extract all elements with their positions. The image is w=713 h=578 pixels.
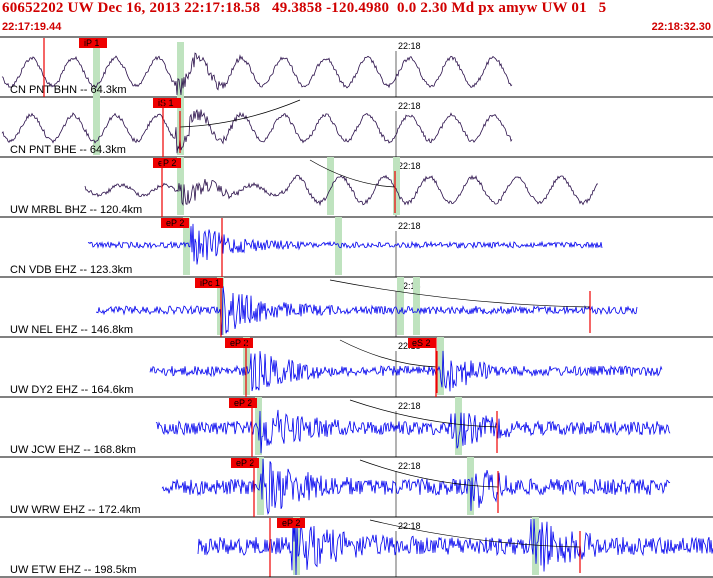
waveform-trace xyxy=(1,109,513,154)
trace-row[interactable]: eP 2 CN VDB EHZ -- 123.3km xyxy=(10,217,603,277)
waveform-trace xyxy=(95,286,638,336)
waveform-trace xyxy=(84,174,599,207)
travel-time-curve xyxy=(329,279,591,308)
minute-label: 22:18 xyxy=(398,281,421,291)
travel-time-curve xyxy=(369,519,581,548)
pick-window-band xyxy=(183,217,190,275)
waveform-trace xyxy=(1,52,513,96)
station-label: UW NEL EHZ -- 146.8km xyxy=(10,324,133,336)
trace-row[interactable]: iP 1 CN PNT BHN -- 64.3km xyxy=(1,38,513,100)
pick-window-band xyxy=(93,97,100,155)
pick-label: eS 2 xyxy=(412,338,431,348)
station-label: UW ETW EHZ -- 198.5km xyxy=(10,564,137,576)
pick-window-band xyxy=(393,157,400,215)
pick-label: iS 1 xyxy=(158,98,174,108)
trace-row[interactable]: iPc 1 UW NEL EHZ -- 146.8km xyxy=(10,277,638,337)
station-label: CN VDB EHZ -- 123.3km xyxy=(10,264,132,276)
trace-row[interactable]: eP 2 UW MRBL BHZ -- 120.4km xyxy=(10,157,599,217)
pick-window-band xyxy=(437,337,444,395)
pick-window-band xyxy=(93,42,100,100)
travel-time-curve xyxy=(359,459,499,488)
station-label: CN PNT BHN -- 64.3km xyxy=(10,84,127,96)
minute-label: 22:18 xyxy=(398,161,421,171)
trace-row[interactable]: eP 2 UW JCW EHZ -- 168.8km xyxy=(10,397,671,457)
pick-window-band xyxy=(257,457,264,515)
pick-window-band xyxy=(177,42,184,100)
pick-label: eP 2 xyxy=(282,518,300,528)
trace-row[interactable]: iS 1 CN PNT BHE -- 64.3km xyxy=(1,97,513,157)
pick-box[interactable] xyxy=(231,458,259,468)
waveform-trace xyxy=(149,350,663,392)
station-label: UW WRW EHZ -- 172.4km xyxy=(10,504,141,516)
pick-box[interactable] xyxy=(79,38,107,48)
pick-box[interactable] xyxy=(408,338,436,348)
trace-row[interactable]: eP 2 UW ETW EHZ -- 198.5km xyxy=(10,517,713,577)
pick-window-band xyxy=(455,397,462,455)
pick-label: eP 2 xyxy=(158,158,176,168)
minute-label: 22:18 xyxy=(398,221,421,231)
travel-time-curve xyxy=(339,339,438,368)
travel-time-curve xyxy=(349,399,498,428)
pick-label: eP 2 xyxy=(234,398,252,408)
pick-box[interactable] xyxy=(161,218,189,228)
travel-time-curve xyxy=(179,99,301,128)
minute-label: 22:18 xyxy=(398,101,421,111)
trace-row[interactable]: eP 2 eS 2 UW DY2 EHZ -- 164.6km xyxy=(10,337,663,397)
waveform-trace xyxy=(197,518,713,576)
pick-window-band xyxy=(397,277,404,335)
waveform-trace xyxy=(161,458,671,515)
station-label: CN PNT BHE -- 64.3km xyxy=(10,144,126,156)
minute-label: 22:18 xyxy=(398,461,421,471)
pick-window-band xyxy=(327,157,334,215)
pick-box[interactable] xyxy=(229,398,257,408)
minute-label: 22:18 xyxy=(398,521,421,531)
trace-row[interactable]: eP 2 UW WRW EHZ -- 172.4km xyxy=(10,457,671,517)
pick-box[interactable] xyxy=(225,338,253,348)
end-time: 22:18:32.30 xyxy=(651,21,711,33)
minute-label: 22:18 xyxy=(398,41,421,51)
pick-window-band xyxy=(413,277,420,335)
pick-label: eP 2 xyxy=(166,218,184,228)
pick-label: iP 1 xyxy=(84,38,99,48)
travel-time-curve xyxy=(309,159,396,188)
event-header: 60652202 UW Dec 16, 2013 22:17:18.58 49.… xyxy=(0,0,713,36)
pick-label: eP 2 xyxy=(230,338,248,348)
event-title: 60652202 UW Dec 16, 2013 22:17:18.58 49.… xyxy=(2,0,607,16)
minute-label: 22:18 xyxy=(398,401,421,411)
pick-window-band xyxy=(255,397,262,455)
pick-box[interactable] xyxy=(153,98,181,108)
pick-box[interactable] xyxy=(195,278,223,288)
pick-label: iPc 1 xyxy=(200,278,220,288)
waveform-trace xyxy=(155,409,671,454)
pick-box[interactable] xyxy=(277,518,305,528)
station-label: UW MRBL BHZ -- 120.4km xyxy=(10,204,142,216)
station-label: UW DY2 EHZ -- 164.6km xyxy=(10,384,133,396)
pick-label: eP 2 xyxy=(236,458,254,468)
waveform-trace xyxy=(87,223,603,265)
pick-box[interactable] xyxy=(153,158,181,168)
start-time: 22:17:19.44 xyxy=(2,21,62,33)
station-label: UW JCW EHZ -- 168.8km xyxy=(10,444,136,456)
